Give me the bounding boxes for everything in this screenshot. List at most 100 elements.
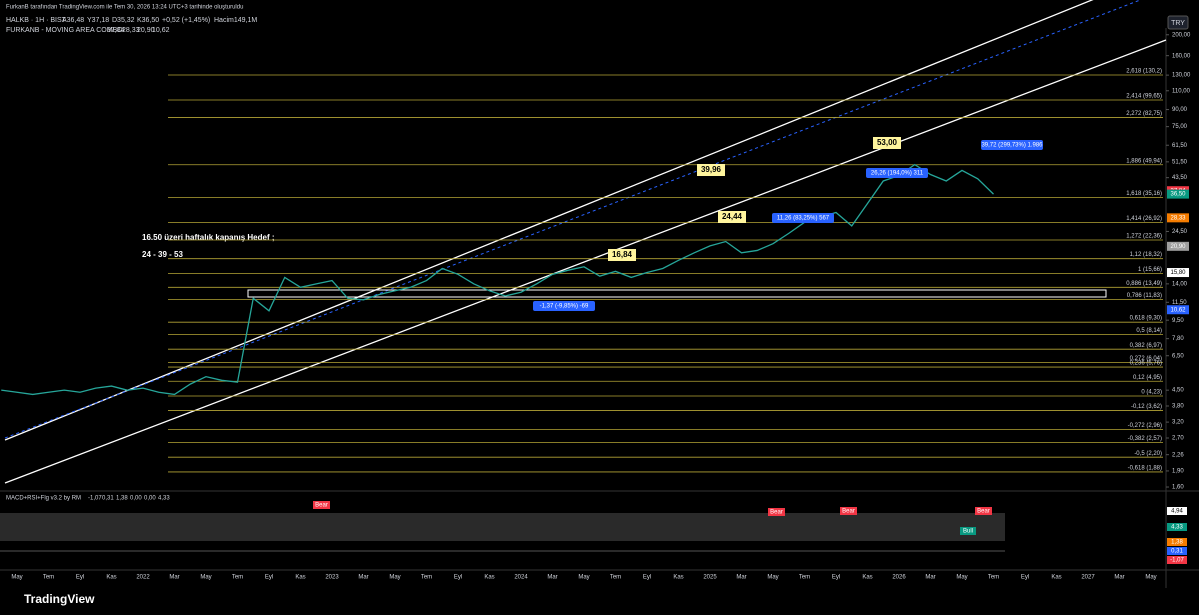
y-tick-label: 2,26 <box>1172 452 1184 458</box>
fib-label: 0,382 (6,97) <box>1130 343 1162 349</box>
x-tick-label: 2027 <box>1081 575 1095 581</box>
fib-label: 0,5 (8,14) <box>1136 328 1162 334</box>
bull-tag <box>960 527 976 535</box>
x-tick-label: Tem <box>421 575 432 581</box>
pane-badge <box>1167 547 1187 555</box>
x-tick-label: Eyl <box>76 575 84 581</box>
pane-axis-label: 4,94 <box>1171 509 1183 515</box>
x-tick-label: Tem <box>988 575 999 581</box>
x-tick-label: Tem <box>799 575 810 581</box>
bear-label: Bear <box>315 503 328 509</box>
x-tick-label: Mar <box>547 575 557 581</box>
indicator-pane-value: 4,33 <box>158 496 170 502</box>
fib-label: 0,618 (9,30) <box>1130 316 1162 322</box>
x-tick-label: May <box>767 575 778 581</box>
x-tick-label: Tem <box>610 575 621 581</box>
y-tick-label: 7,80 <box>1172 336 1184 342</box>
fib-label: 0,272 (6,04) <box>1130 356 1162 362</box>
annotation: 16.50 üzeri haftalık kapanış Hedef ; <box>142 233 275 242</box>
ohlc-value: A36,48 <box>62 17 84 24</box>
measure-box <box>772 213 834 223</box>
price-badge-label: 20,90 <box>1170 244 1186 250</box>
ohlc-value: Hacim149,1M <box>214 17 257 24</box>
indicator-pane-value: 0,00 <box>130 496 142 502</box>
fib-label: 1,12 (18,32) <box>1130 252 1162 258</box>
ohlc-value: K36,50 <box>137 17 159 24</box>
brand: TradingView <box>24 592 95 606</box>
fib-label: 1 (15,66) <box>1138 267 1162 273</box>
x-tick-label: Kas <box>106 575 116 581</box>
x-tick-label: Mar <box>736 575 746 581</box>
indicator-pane-value: 0,00 <box>144 496 156 502</box>
y-tick-label: 9,50 <box>1172 318 1184 324</box>
measure-box <box>981 140 1043 150</box>
y-tick-label: 200,00 <box>1172 32 1191 38</box>
indicator-value: 28,33 <box>122 27 140 34</box>
indicator-value: 20,90 <box>137 27 155 34</box>
channel-line <box>4 0 1094 441</box>
measure-label: 26,26 (194,0%) 311 <box>871 171 924 177</box>
fib-label: -0,618 (1,88) <box>1128 465 1162 471</box>
y-tick-label: 160,00 <box>1172 53 1191 59</box>
zone-box <box>247 289 1107 298</box>
x-tick-label: 2024 <box>514 575 528 581</box>
x-tick-label: May <box>200 575 211 581</box>
x-tick-label: Tem <box>232 575 243 581</box>
fib-label: 0 (4,23) <box>1141 390 1162 396</box>
x-tick-label: Tem <box>43 575 54 581</box>
fib-label: 1,618 (35,16) <box>1126 191 1162 197</box>
pane-axis-label: 4,33 <box>1171 525 1183 531</box>
x-tick-label: 2025 <box>703 575 717 581</box>
x-tick-label: Kas <box>1051 575 1061 581</box>
bear-tag <box>313 501 330 509</box>
y-tick-label: 2,70 <box>1172 436 1184 442</box>
callout-box <box>873 137 901 149</box>
y-tick-label: 3,20 <box>1172 420 1184 426</box>
x-tick-label: Mar <box>358 575 368 581</box>
x-tick-label: Eyl <box>1021 575 1029 581</box>
x-tick-label: Kas <box>295 575 305 581</box>
price-badge <box>1167 268 1189 278</box>
y-tick-label: 130,00 <box>1172 73 1191 79</box>
bear-tag <box>975 507 992 515</box>
measure-label: 39,72 (299,73%) 1.986 <box>981 143 1043 149</box>
bear-label: Bear <box>842 509 855 515</box>
fib-label: 2,618 (130,2) <box>1126 69 1162 75</box>
bear-label: Bear <box>770 510 783 516</box>
y-tick-label: 61,50 <box>1172 143 1188 149</box>
indicator-value: 10,62 <box>152 27 170 34</box>
price-badge-label: 15,80 <box>1170 270 1186 276</box>
pane-badge <box>1167 523 1187 531</box>
price-badge <box>1167 305 1189 315</box>
indicator-name: FURKANB - MOVING AREA COMBO <box>6 27 123 34</box>
fib-label: -0,5 (2,20) <box>1134 451 1162 457</box>
price-badge-label: 28,33 <box>1170 215 1186 221</box>
price-badge-label: 36,50 <box>1170 192 1186 198</box>
price-badge <box>1167 213 1189 223</box>
x-tick-label: May <box>389 575 400 581</box>
measure-label: 11,26 (83,25%) 567 <box>777 216 830 222</box>
measure-box <box>866 168 928 178</box>
x-tick-label: Kas <box>862 575 872 581</box>
x-tick-label: May <box>956 575 967 581</box>
x-tick-label: Eyl <box>265 575 273 581</box>
y-tick-label: 75,00 <box>1172 124 1188 130</box>
y-tick-label: 24,50 <box>1172 229 1188 235</box>
callout-box <box>718 211 746 223</box>
x-tick-label: Eyl <box>643 575 651 581</box>
pane-badge <box>1167 556 1187 564</box>
fib-label: 0,786 (11,83) <box>1127 293 1162 299</box>
rsi-band <box>0 513 1005 541</box>
pane-badge <box>1167 507 1187 515</box>
channel-line <box>4 39 1167 484</box>
pane-axis-label: 0,31 <box>1171 549 1183 555</box>
bear-tag <box>768 508 785 516</box>
currency-button[interactable] <box>1167 15 1189 30</box>
fib-label: 0,12 (4,95) <box>1133 375 1162 381</box>
x-tick-label: Mar <box>169 575 179 581</box>
ohlc-value: +0,52 (+1,45%) <box>162 17 210 24</box>
fib-label: 0,886 (13,49) <box>1126 281 1162 287</box>
y-tick-label: 11,50 <box>1172 300 1187 306</box>
